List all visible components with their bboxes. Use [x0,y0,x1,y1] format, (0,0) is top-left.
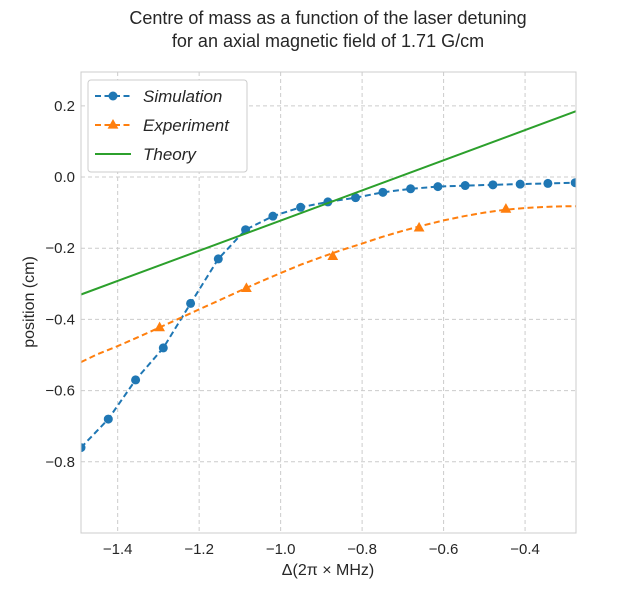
legend-box [87,79,248,173]
experiment-point [500,203,512,213]
chart-title-line-1: Centre of mass as a function of the lase… [129,8,527,28]
series-layer [81,110,576,453]
simulation-point [543,178,553,188]
legend-simulation-marker [108,91,118,101]
simulation-point [460,181,470,191]
experiment-point [241,282,252,292]
simulation-point [268,211,278,221]
y-tick-label: −0.8 [45,454,75,471]
simulation-point [158,343,168,353]
experiment-point [413,221,425,232]
x-axis-label: Δ(2π × MHz) [282,562,374,579]
y-tick-label: −0.6 [45,383,75,400]
x-tick-label: −0.8 [347,541,377,558]
legend-simulation-label: Simulation [143,87,222,106]
simulation-point [378,187,388,197]
simulation-point [81,443,86,453]
y-tick-labels: 0.2 0.0 −0.2 −0.4 −0.6 −0.8 [45,98,75,471]
simulation-point [433,182,443,192]
y-tick-label: 0.0 [54,169,75,186]
simulation-point [515,179,525,189]
chart-title-line-2: for an axial magnetic field of 1.71 G/cm [171,31,485,51]
simulation-point [406,184,416,194]
grid [81,72,576,533]
legend-experiment-label: Experiment [143,116,230,135]
simulation-point [213,254,223,264]
legend: Simulation Experiment Theory [87,79,248,173]
simulation-point [351,193,361,203]
y-axis-label: position (cm) [21,256,38,348]
legend-theory-label: Theory [143,145,197,164]
simulation-point [570,178,576,188]
x-tick-label: −1.4 [103,541,133,558]
x-tick-label: −1.0 [266,541,296,558]
simulation-point [296,202,306,212]
y-tick-label: −0.2 [45,240,75,257]
simulation-point [131,375,141,385]
simulation-point [488,180,498,190]
y-tick-label: −0.4 [45,311,75,328]
simulation-point [186,298,196,308]
legend-experiment-marker [107,119,119,129]
x-tick-label: −0.6 [429,541,459,558]
plot-frame [80,71,577,534]
x-tick-labels: −1.4 −1.2 −1.0 −0.8 −0.6 −0.4 [103,541,540,558]
experiment-point [154,321,165,332]
theory-line [81,110,576,296]
experiment-point [327,250,339,260]
x-tick-label: −1.2 [184,541,214,558]
x-tick-label: −0.4 [510,541,540,558]
y-tick-label: 0.2 [54,98,75,115]
simulation-point [103,414,113,424]
